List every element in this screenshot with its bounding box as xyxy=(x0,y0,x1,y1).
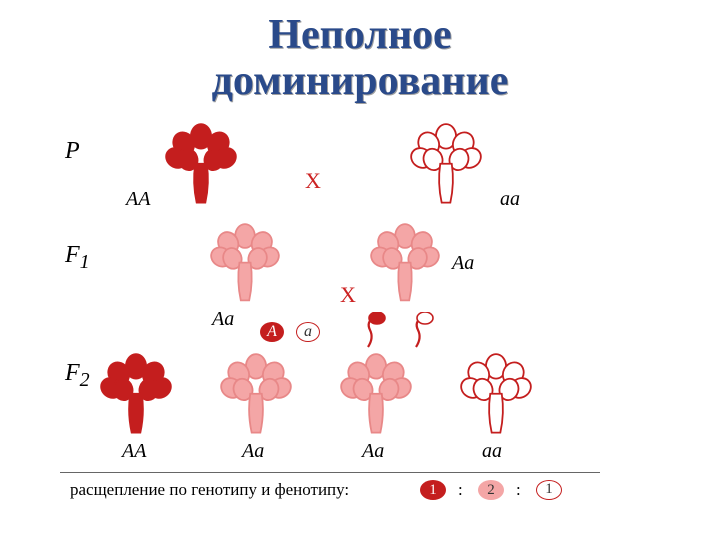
page-title: Неполное доминирование xyxy=(0,0,720,104)
flower-F2-white xyxy=(460,352,532,440)
gen-F1-F: F xyxy=(65,242,80,268)
flower-P-red xyxy=(165,122,237,210)
gen-label-P: P xyxy=(65,138,80,165)
gen-F1-sub: 1 xyxy=(80,251,90,273)
title-line-1: Неполное xyxy=(0,12,720,58)
ratio-1-red: 1 xyxy=(420,480,446,500)
genotype-F2-Aa-2: Aa xyxy=(362,440,384,463)
gamete-egg-a: a xyxy=(296,322,320,342)
flower-F2-pink-2 xyxy=(340,352,412,440)
cross-P: X xyxy=(305,168,321,194)
ratio-1-white: 1 xyxy=(536,480,562,500)
gen-F2-sub: 2 xyxy=(80,369,90,391)
genotype-P-AA: AA xyxy=(126,188,150,211)
ratio-2-pink: 2 xyxy=(478,480,504,500)
flower-F1-pink-1 xyxy=(210,222,280,308)
gen-F2-F: F xyxy=(65,360,80,386)
split-caption: расщепление по генотипу и фенотипу: xyxy=(70,480,349,500)
ratio-colon-1: : xyxy=(458,480,463,500)
flower-P-white xyxy=(410,122,482,210)
ratio-colon-2: : xyxy=(516,480,521,500)
genotype-F2-AA: AA xyxy=(122,440,146,463)
gamete-sperm-A xyxy=(360,312,398,357)
genotype-F1-Aa-2: Aa xyxy=(452,252,474,275)
genotype-F1-Aa-1: Aa xyxy=(212,308,234,331)
gamete-egg-A: A xyxy=(260,322,284,342)
genotype-P-aa: aa xyxy=(500,188,520,211)
gen-label-F1: F1 xyxy=(65,242,90,274)
genotype-F2-aa: aa xyxy=(482,440,502,463)
genetics-diagram: P AA X aa F1 xyxy=(60,130,660,530)
flower-F1-pink-2 xyxy=(370,222,440,308)
title-line-2: доминирование xyxy=(0,58,720,104)
flower-F2-red xyxy=(100,352,172,440)
flower-F2-pink-1 xyxy=(220,352,292,440)
genotype-F2-Aa-1: Aa xyxy=(242,440,264,463)
cross-F1: X xyxy=(340,282,356,308)
gamete-sperm-a xyxy=(408,312,446,357)
underline xyxy=(60,472,600,473)
gen-label-F2: F2 xyxy=(65,360,90,392)
